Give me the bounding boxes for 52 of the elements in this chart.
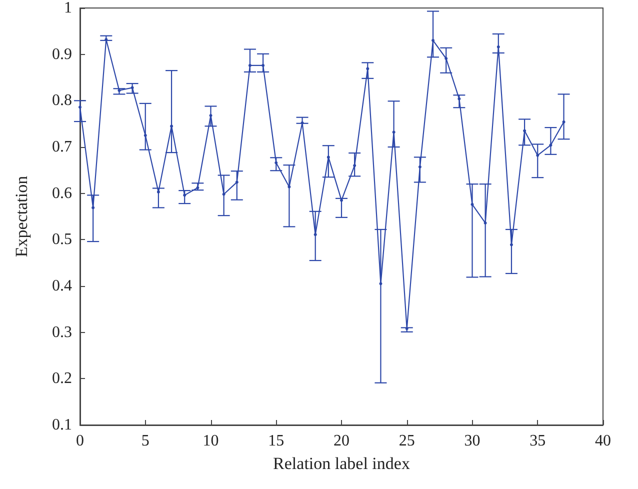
y-tick-label: 0.7: [52, 138, 72, 156]
point: [78, 106, 82, 109]
y-tick-label: 0.4: [52, 278, 72, 294]
point: [536, 154, 540, 157]
point: [170, 124, 174, 128]
x-axis-title: Relation label index: [273, 454, 410, 473]
point: [444, 57, 448, 60]
y-tick-label: 0.8: [52, 92, 72, 110]
point: [366, 67, 370, 70]
point: [274, 161, 278, 164]
point: [130, 86, 134, 90]
point: [523, 129, 526, 132]
x-tick-label: 0: [76, 432, 84, 450]
x-tick-label: 35: [530, 432, 546, 450]
y-axis-title: Expectation: [12, 175, 31, 258]
point: [288, 185, 291, 188]
x-tick-label: 25: [398, 432, 415, 450]
point: [118, 88, 121, 92]
y-tick-label: 0.3: [52, 324, 72, 341]
y-tick-label: 0.1: [52, 416, 72, 434]
point: [183, 194, 186, 197]
x-tick-label: 10: [202, 432, 219, 450]
point: [196, 186, 200, 190]
y-tick-label: 0.6: [52, 184, 72, 202]
point: [144, 134, 147, 137]
x-tick-label: 20: [334, 432, 350, 450]
point: [549, 144, 552, 147]
x-tick-label: 5: [141, 432, 150, 450]
point: [392, 130, 396, 134]
point: [418, 165, 422, 168]
x-tick-label: 40: [595, 432, 611, 450]
point: [235, 180, 238, 184]
point: [209, 114, 212, 117]
x-tick-label: 30: [464, 432, 480, 450]
x-tick-label: 15: [268, 432, 284, 450]
point: [562, 120, 566, 124]
point: [458, 97, 461, 100]
y-tick-label: 0.2: [52, 370, 72, 388]
y-tick-label: 0.5: [52, 231, 72, 248]
point: [92, 206, 95, 210]
point: [300, 121, 304, 124]
point: [314, 233, 317, 236]
y-tick-label: 0.9: [52, 46, 72, 63]
point: [326, 156, 330, 159]
point: [484, 221, 487, 224]
y-tick-label: 1: [64, 0, 72, 16]
point: [470, 202, 474, 206]
point: [262, 64, 265, 67]
point: [353, 164, 356, 168]
point: [496, 45, 500, 48]
point: [340, 198, 343, 202]
point: [379, 282, 382, 286]
